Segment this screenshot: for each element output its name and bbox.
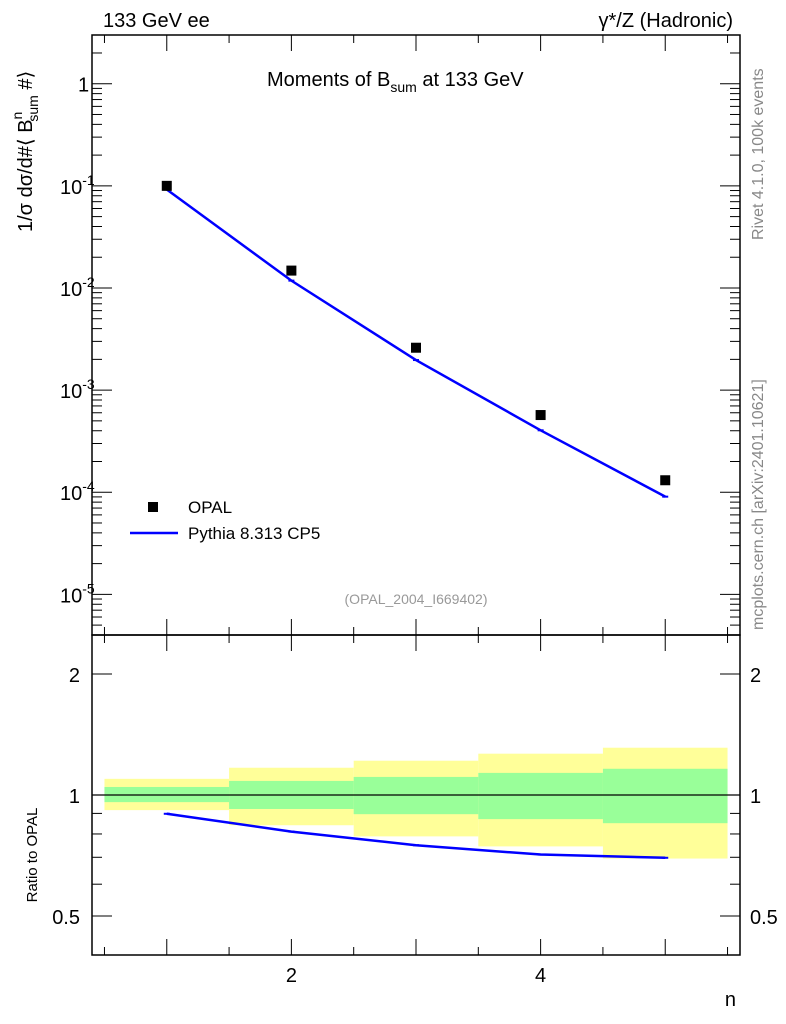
y-tick-exponent: -3 xyxy=(82,376,95,392)
mcplots-label: mcplots.cern.ch [arXiv:2401.10621] xyxy=(750,379,767,630)
legend: OPAL Pythia 8.313 CP5 xyxy=(130,498,320,543)
ratio-y-tick-label-right: 0.5 xyxy=(750,907,778,929)
legend-opal-marker xyxy=(148,502,158,512)
opal-data-point xyxy=(286,265,297,276)
ratio-y-tick-label-left: 0.5 xyxy=(52,907,80,929)
green-band-bin xyxy=(602,768,728,824)
y-tick-exponent: -2 xyxy=(82,274,95,290)
opal-data-point xyxy=(411,342,421,353)
ratio-bands xyxy=(104,747,728,859)
rivet-label: Rivet 4.1.0, 100k events xyxy=(750,68,767,240)
y-tick-exponent: -1 xyxy=(82,172,95,188)
x-axis-label: n xyxy=(725,989,736,1011)
legend-opal-label: OPAL xyxy=(188,498,232,517)
ratio-y-tick-label-left: 1 xyxy=(69,786,80,808)
y-axis-label: 1/σ dσ/d#⟨ Bnsum #⟩ xyxy=(9,71,41,232)
y-tick-exponent: -5 xyxy=(82,580,95,596)
y-tick-label: 10-3 xyxy=(60,376,95,403)
header-right: γ*/Z (Hadronic) xyxy=(599,10,733,32)
ratio-y-tick-label-right: 2 xyxy=(750,665,761,687)
main-plot-frame xyxy=(91,34,741,636)
x-tick-label: 4 xyxy=(535,965,546,987)
y-tick-label: 1 xyxy=(78,75,89,97)
plot-title: Moments of Bsum at 133 GeV xyxy=(267,69,524,95)
y-tick-label: 10-5 xyxy=(60,580,95,607)
green-band-bin xyxy=(478,772,603,820)
opal-data-point xyxy=(535,410,546,421)
x-tick-label: 2 xyxy=(286,965,297,987)
opal-data-point xyxy=(660,475,671,486)
ratio-y-tick-label-left: 2 xyxy=(69,665,80,687)
chart-marks xyxy=(92,180,740,860)
y-tick-label: 10-4 xyxy=(60,478,95,505)
header-left: 133 GeV ee xyxy=(103,10,210,32)
ratio-y-tick-label-right: 1 xyxy=(750,786,761,808)
y-tick-label: 10-1 xyxy=(60,172,95,199)
ratio-y-axis-label: Ratio to OPAL xyxy=(24,808,41,903)
legend-pythia-label: Pythia 8.313 CP5 xyxy=(188,524,320,543)
analysis-annotation: (OPAL_2004_I669402) xyxy=(345,591,488,607)
opal-data-point xyxy=(161,180,172,191)
y-tick-label: 10-2 xyxy=(60,274,95,301)
y-tick-exponent: -4 xyxy=(82,478,95,494)
